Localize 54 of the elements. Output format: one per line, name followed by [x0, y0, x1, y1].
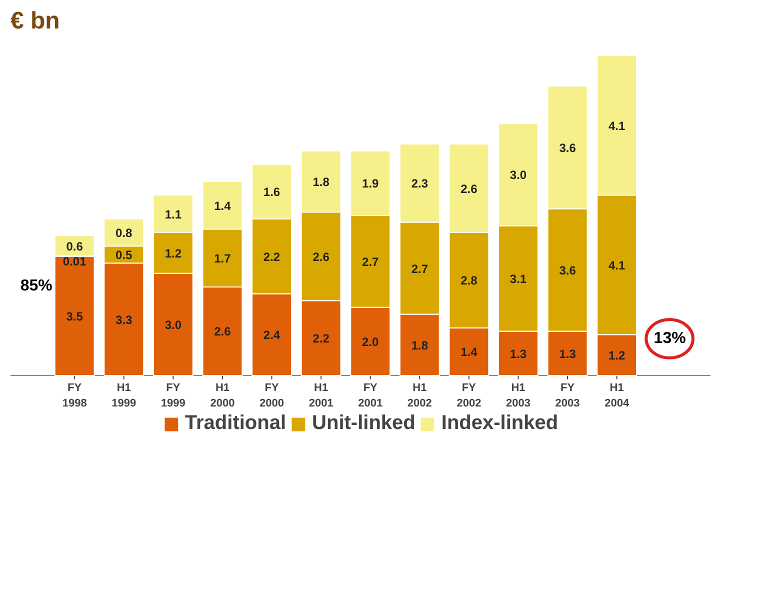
data-label: 2.6: [312, 250, 330, 264]
x-tick-label: H1 2003: [506, 382, 530, 410]
x-tick-label: H1 2000: [210, 382, 235, 410]
data-label: 3.6: [559, 263, 576, 278]
data-label: 1.8: [312, 174, 330, 189]
data-label: 1.2: [164, 246, 182, 260]
x-tick-label: H1 2002: [407, 382, 432, 410]
x-tick-label: H1 2001: [308, 382, 334, 410]
data-label: 4.1: [608, 258, 626, 272]
data-label: 2.6: [460, 182, 478, 196]
x-tick-label: H1 2004: [604, 382, 630, 410]
x-tick-label: FY 1998: [62, 382, 87, 410]
data-label: 2.7: [362, 254, 380, 269]
data-label: 3.1: [510, 272, 527, 286]
data-label: 2.2: [263, 250, 280, 264]
data-label: 1.4: [214, 198, 232, 213]
data-label: 3.0: [164, 318, 182, 332]
data-label: 1.3: [559, 346, 576, 361]
data-label: 2.0: [362, 334, 380, 349]
x-tick-label: FY 2002: [456, 382, 482, 410]
data-label: 3.6: [559, 140, 576, 155]
data-label: 3.0: [510, 168, 527, 182]
legend-label: Traditional: [184, 412, 286, 435]
data-label: 2.3: [411, 176, 428, 191]
chart-title: € bn: [10, 8, 60, 34]
data-label: 1.4: [460, 345, 478, 360]
legend-label: Index-linked: [441, 412, 558, 435]
data-label: 1.8: [411, 338, 428, 352]
data-label: 1.1: [164, 207, 182, 222]
data-label: 2.7: [411, 262, 428, 276]
x-tick-label: H1 1999: [112, 382, 136, 410]
data-label: 1.6: [263, 185, 280, 200]
legend-label: Unit-linked: [312, 412, 416, 435]
x-tick-label: FY 1999: [160, 382, 186, 410]
data-label: 2.2: [312, 332, 330, 346]
data-label: 0.01: [62, 254, 87, 268]
data-label: 1.2: [608, 348, 626, 363]
data-label: 3.3: [116, 312, 133, 327]
data-label: 1.7: [214, 252, 232, 266]
data-label: 3.5: [66, 309, 84, 324]
data-label: 1.9: [362, 176, 380, 191]
x-tick-label: FY 2001: [358, 382, 383, 410]
annotation: 85%: [20, 278, 52, 295]
data-label: 4.1: [608, 118, 626, 133]
data-label: 2.4: [263, 328, 280, 342]
data-label: 2.6: [214, 324, 232, 339]
data-label: 0.6: [66, 239, 84, 254]
data-label: 0.8: [116, 226, 133, 240]
data-label: 1.3: [510, 346, 527, 361]
data-label: 2.8: [460, 274, 478, 288]
x-tick-label: FY 2003: [555, 382, 580, 410]
data-label: 0.5: [116, 248, 133, 262]
text: 13%: [654, 330, 686, 348]
x-tick-label: FY 2000: [260, 382, 284, 410]
